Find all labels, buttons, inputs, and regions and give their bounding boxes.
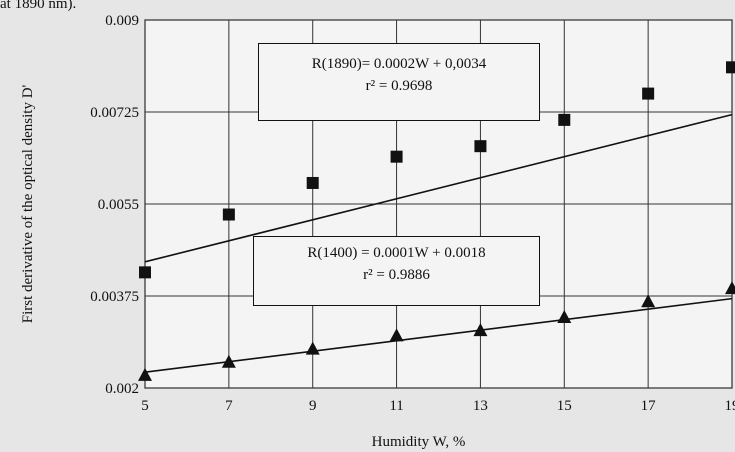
trendline-1 bbox=[144, 297, 733, 374]
data-point-square bbox=[642, 87, 655, 100]
x-tick-label: 15 bbox=[557, 398, 572, 414]
data-point-triangle bbox=[725, 281, 735, 295]
data-point-triangle bbox=[305, 341, 320, 355]
markers bbox=[138, 61, 735, 381]
data-point-square bbox=[139, 266, 151, 279]
data-point-triangle bbox=[221, 354, 236, 368]
x-tick-label: 11 bbox=[389, 398, 403, 414]
data-point-triangle bbox=[389, 328, 404, 342]
x-tick-labels: 5 7 9 11 13 15 17 19 bbox=[141, 398, 735, 414]
trendline-0 bbox=[144, 113, 733, 263]
y-axis-label: First derivative of the optical density … bbox=[20, 84, 36, 323]
x-tick-label: 17 bbox=[641, 398, 657, 414]
y-tick-labels: 0.002 0.00375 0.0055 0.00725 0.009 bbox=[90, 13, 139, 397]
equation-box-1400: R(1400) = 0.0001W + 0.0018 r² = 0.9886 bbox=[253, 236, 540, 306]
data-point-square bbox=[558, 113, 571, 126]
equation-1890: R(1890)= 0.0002W + 0,0034 bbox=[311, 56, 487, 72]
equation-box-1890: R(1890)= 0.0002W + 0,0034 r² = 0.9698 bbox=[258, 43, 540, 121]
equation-1400: R(1400) = 0.0001W + 0.0018 bbox=[307, 245, 486, 261]
data-point-triangle bbox=[138, 367, 152, 381]
x-tick-label: 9 bbox=[309, 398, 317, 414]
x-tick-label: 5 bbox=[141, 398, 149, 414]
r2-1890: r² = 0.9698 bbox=[365, 78, 433, 94]
data-point-square bbox=[474, 140, 487, 153]
data-point-triangle bbox=[641, 294, 656, 308]
trendlines bbox=[144, 113, 733, 374]
x-axis-label: Humidity W, % bbox=[372, 434, 466, 450]
y-tick-label: 0.0055 bbox=[98, 197, 139, 213]
data-point-square bbox=[222, 208, 235, 221]
x-tick-label: 7 bbox=[225, 398, 233, 414]
data-point-triangle bbox=[473, 323, 488, 337]
r2-1400: r² = 0.9886 bbox=[363, 267, 430, 283]
figure-caption: at 1890 nm). bbox=[0, 0, 77, 12]
y-tick-label: 0.009 bbox=[105, 13, 139, 29]
y-tick-label: 0.00725 bbox=[90, 105, 139, 121]
y-tick-label: 0.00375 bbox=[90, 289, 139, 305]
y-tick-label: 0.002 bbox=[105, 381, 139, 397]
x-tick-label: 13 bbox=[473, 398, 488, 414]
x-tick-label: 19 bbox=[725, 398, 735, 414]
data-point-triangle bbox=[557, 310, 572, 324]
data-point-square bbox=[726, 61, 735, 74]
data-point-square bbox=[390, 150, 403, 163]
data-point-square bbox=[306, 176, 319, 189]
